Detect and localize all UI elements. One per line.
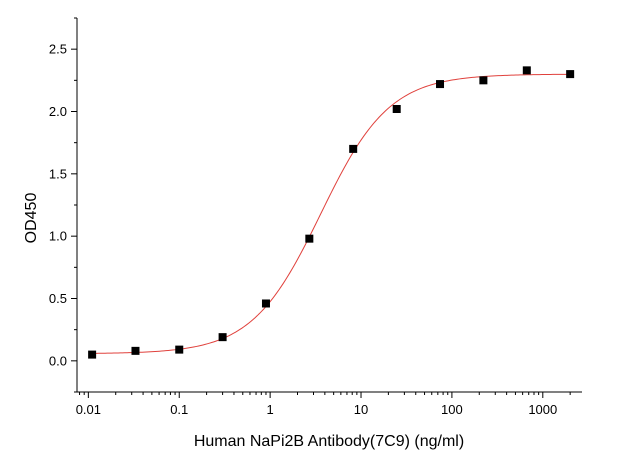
y-tick-label: 2.5 [49, 42, 67, 57]
data-point [479, 76, 488, 85]
x-tick-label: 100 [441, 402, 463, 417]
y-tick-label: 0.0 [49, 353, 67, 368]
plot-frame [76, 18, 582, 393]
data-point [261, 299, 270, 308]
x-tick-label: 0.01 [76, 402, 101, 417]
x-tick-label: 0.1 [170, 402, 188, 417]
y-tick-label: 2.0 [49, 104, 67, 119]
fit-curve-layer [92, 73, 571, 354]
data-point [566, 70, 575, 79]
data-point [522, 66, 531, 75]
data-point [218, 333, 227, 342]
x-tick-label: 1000 [528, 402, 557, 417]
y-axis-title: OD450 [23, 193, 40, 244]
x-axis-title: Human NaPi2B Antibody(7C9) (ng/ml) [194, 433, 464, 450]
data-point [392, 105, 401, 114]
data-point [349, 144, 358, 153]
data-points-layer [88, 66, 575, 359]
data-point [175, 345, 184, 354]
x-tick-label: 1 [267, 402, 274, 417]
data-point [305, 234, 314, 243]
y-tick-label: 1.5 [49, 166, 67, 181]
data-point [131, 346, 140, 355]
x-tick-label: 10 [354, 402, 368, 417]
data-point [436, 80, 445, 89]
y-tick-label: 1.0 [49, 229, 67, 244]
fit-curve [92, 73, 571, 354]
y-axis: 0.0 0.5 1.0 1.5 2.0 2.5 [49, 17, 77, 393]
y-tick-label: 0.5 [49, 291, 67, 306]
data-point [88, 350, 97, 359]
x-axis: 0.01 0.1 1 10 100 1000 [76, 392, 571, 417]
